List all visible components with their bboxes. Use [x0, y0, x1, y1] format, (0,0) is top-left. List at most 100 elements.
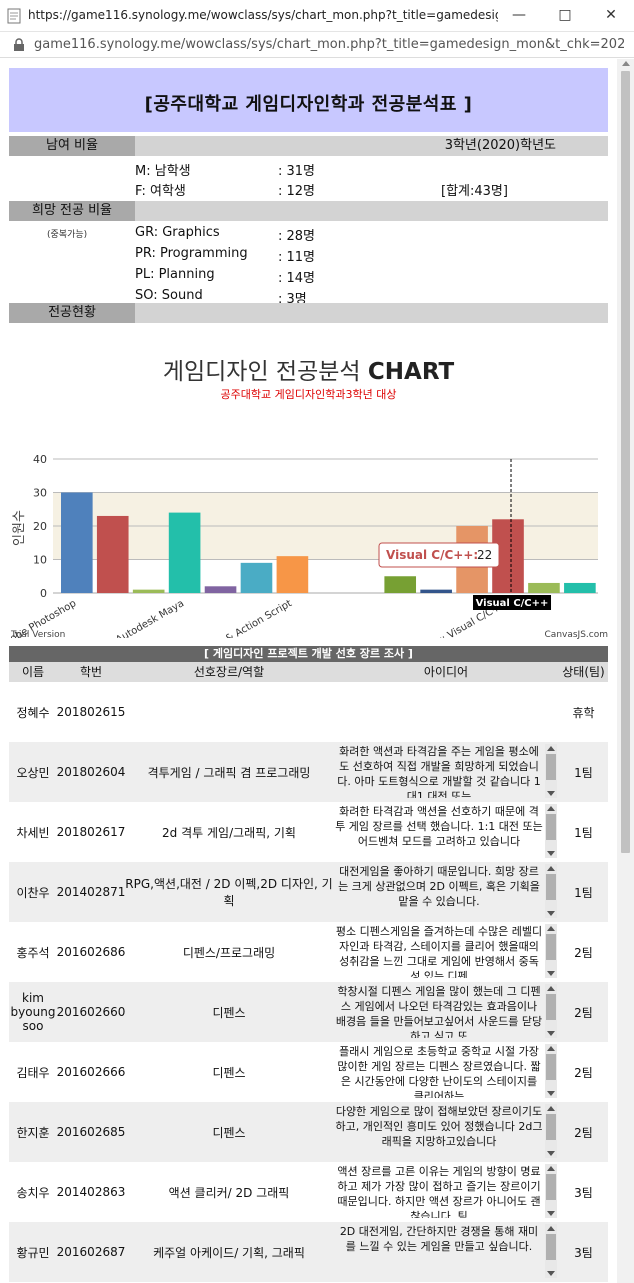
table-row: 송치우 201402863 액션 클리커/ 2D 그래픽 3팀 액션 장르를 고른 이유…	[9, 1162, 608, 1222]
scroll-down-arrow[interactable]	[547, 851, 555, 856]
scroll-thumb[interactable]	[546, 1114, 556, 1140]
idea-scrollbar[interactable]	[545, 804, 557, 858]
major-chart[interactable]: 게임디자인 전공분석 CHART 공주대학교 게임디자인학과3학년 대상 0 10…	[9, 338, 608, 640]
scroll-up-arrow[interactable]	[547, 1226, 555, 1231]
scroll-up-arrow[interactable]	[547, 1106, 555, 1111]
idea-textarea[interactable]: 평소 디펜스게임을 즐겨하는데 수많은 레벨디자인과 타격감, 스테이지를 클리…	[335, 925, 543, 978]
page-scrollbar[interactable]	[617, 59, 634, 1283]
idea-textarea[interactable]: 학창시절 디펜스 게임을 많이 했는데 그 디펜스 게임에서 나오던 타격감있는…	[335, 985, 543, 1038]
scroll-thumb[interactable]	[546, 754, 556, 780]
idea-textarea[interactable]: 화려한 액션과 타격감을 주는 게임을 평소에도 선호하여 직접 개발을 희망하…	[337, 745, 541, 798]
scroll-thumb[interactable]	[546, 814, 556, 840]
col-header-id: 학번	[57, 662, 125, 682]
idea-scrollbar[interactable]	[545, 984, 557, 1038]
team-status: 휴학	[572, 705, 595, 720]
scroll-thumb[interactable]	[546, 874, 556, 900]
close-button[interactable]: ✕	[605, 7, 617, 23]
idea-scrollbar[interactable]	[545, 1044, 557, 1098]
title-bar: https://game116.synology.me/wowclass/sys…	[0, 0, 634, 32]
student-id: 201602660	[56, 1005, 126, 1019]
idea-scrollbar[interactable]	[545, 924, 557, 978]
idea-scrollbar[interactable]	[545, 1224, 557, 1278]
idea-textarea[interactable]: 액션 장르를 고른 이유는 게임의 방향이 명료하고 제가 가장 많이 접하고 …	[337, 1165, 541, 1218]
chart-title-text: 게임디자인 전공분석	[162, 359, 361, 385]
maximize-button[interactable]: □	[558, 7, 572, 23]
scroll-down-arrow[interactable]	[547, 971, 555, 976]
team-status: 2팀	[574, 945, 593, 960]
year-label: 3학년(2020)학년도	[444, 138, 556, 153]
scroll-down-arrow[interactable]	[547, 791, 555, 796]
scroll-thumb[interactable]	[546, 1054, 556, 1080]
team-status: 1팀	[574, 765, 593, 780]
y-tick-label: 20	[33, 520, 47, 533]
idea-scrollbar[interactable]	[545, 1104, 557, 1158]
scroll-down-arrow[interactable]	[547, 1151, 555, 1156]
preferred-genre: RPG,액션,대전 / 2D 이펙,2D 디자인, 기획	[125, 877, 333, 908]
idea-scrollbar[interactable]	[545, 744, 557, 798]
idea-textarea[interactable]: 플래시 게임으로 초등학교 중학교 시절 가장 많이한 게임 장르는 디펜스 장…	[337, 1045, 541, 1098]
preferred-genre	[125, 682, 333, 742]
scroll-thumb[interactable]	[546, 934, 556, 960]
scroll-down-arrow[interactable]	[547, 911, 555, 916]
scroll-up-arrow[interactable]	[547, 1166, 555, 1171]
scroll-down-arrow[interactable]	[547, 1211, 555, 1216]
scroll-up-arrow[interactable]	[622, 61, 630, 66]
bar	[61, 492, 93, 593]
idea-textarea[interactable]: 화려한 타격감과 액션을 선호하기 때문에 격투 게임 장르를 선택 했습니다.…	[335, 805, 543, 848]
idea-textarea[interactable]: 대전게임을 좋아하기 때문입니다. 희망 장르는 크게 상관없으며 2D 이펙트…	[338, 865, 540, 908]
major-pr-key: PR: Programming	[135, 246, 248, 261]
student-id: 201602686	[56, 945, 126, 959]
total-count: [합계:43명]	[441, 184, 508, 199]
table-row: 김태우 201602666 디펜스 2팀 플래시 게임으로 초등학교 중학교 시절 가장…	[9, 1042, 608, 1102]
scroll-thumb[interactable]	[546, 1174, 556, 1200]
student-id: 201802617	[56, 825, 126, 839]
major-gr-key: GR: Graphics	[135, 225, 220, 240]
y-tick-label: 0	[40, 587, 47, 600]
crosshair-label: Visual C/C++	[476, 598, 549, 609]
minimize-button[interactable]: —	[512, 7, 526, 23]
bar	[276, 556, 309, 593]
scroll-thumb[interactable]	[546, 994, 556, 1020]
preferred-genre: 디펜스	[212, 1065, 246, 1080]
scroll-up-arrow[interactable]	[547, 926, 555, 931]
page-header: [공주대학교 게임디자인학과 전공분석표 ]	[9, 68, 608, 132]
student-name: 이찬우	[16, 885, 50, 900]
idea-textarea[interactable]: 2D 대전게임, 간단하지만 경쟁을 통해 재미를 느낄 수 있는 게임을 만들…	[339, 1225, 539, 1253]
team-status: 1팀	[574, 825, 593, 840]
scroll-thumb[interactable]	[621, 71, 630, 853]
canvasjs-credit[interactable]: CanvasJS.com	[544, 630, 608, 640]
scroll-down-arrow[interactable]	[547, 1031, 555, 1036]
scroll-up-arrow[interactable]	[547, 986, 555, 991]
scroll-up-arrow[interactable]	[547, 746, 555, 751]
table-row: 정혜수 201802615 휴학	[9, 682, 608, 742]
scroll-down-arrow[interactable]	[547, 1091, 555, 1096]
scroll-thumb[interactable]	[546, 1234, 556, 1260]
url-text[interactable]: game116.synology.me/wowclass/sys/chart_m…	[34, 37, 624, 52]
col-header-genre: 선호장르/역할	[125, 662, 333, 682]
table-row: 홍주석 201602686 디펜스/프로그래밍 2팀 평소 디펜스게임을 즐겨하는데 수…	[9, 922, 608, 982]
scroll-up-arrow[interactable]	[547, 866, 555, 871]
student-name: 황규민	[16, 1245, 50, 1260]
major-gr-val: : 28명	[278, 229, 316, 244]
address-bar[interactable]: game116.synology.me/wowclass/sys/chart_m…	[0, 32, 634, 58]
scroll-down-arrow[interactable]	[547, 1271, 555, 1276]
preferred-genre: 디펜스	[212, 1005, 246, 1020]
scroll-up-arrow[interactable]	[547, 806, 555, 811]
chart-subtitle: 공주대학교 게임디자인학과3학년 대상	[220, 388, 397, 401]
bar	[564, 582, 596, 593]
scroll-up-arrow[interactable]	[547, 1046, 555, 1051]
idea-scrollbar[interactable]	[545, 864, 557, 918]
student-name: 송치우	[16, 1185, 50, 1200]
idea-textarea[interactable]: 다양한 게임으로 많이 접해보았던 장르이기도 하고, 개인적인 흥미도 있어 …	[335, 1105, 543, 1148]
student-name: kim byoung soo	[10, 991, 56, 1033]
student-id: 201802615	[56, 705, 126, 719]
major-section-header: 희망 전공 비율	[9, 201, 608, 221]
gender-label: 남여 비율	[9, 136, 135, 156]
y-tick-label: 30	[33, 487, 47, 500]
major-pl-key: PL: Planning	[135, 267, 215, 282]
idea-scrollbar[interactable]	[545, 1164, 557, 1218]
bar	[240, 562, 273, 593]
preferred-genre: 케주얼 아케이드/ 기획, 그래픽	[153, 1245, 305, 1260]
